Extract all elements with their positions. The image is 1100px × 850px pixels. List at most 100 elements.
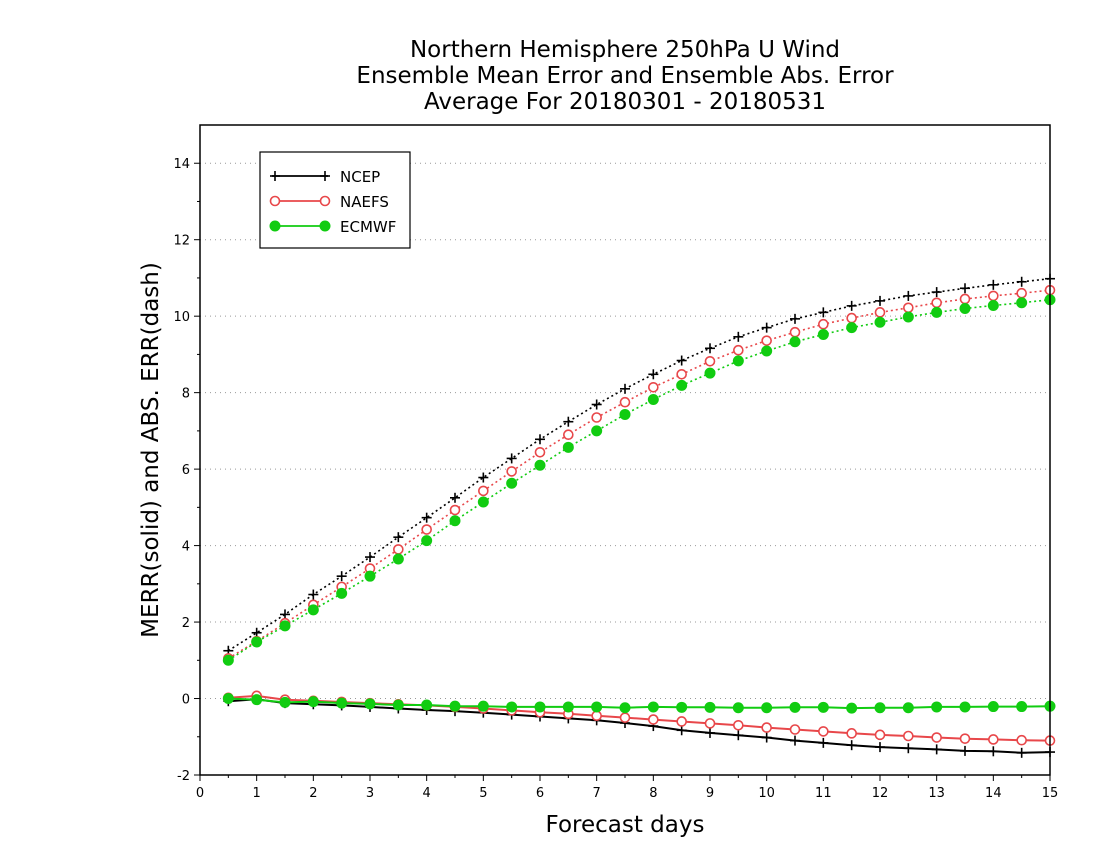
- series-ncep-abs-error-point: [818, 307, 829, 318]
- series-ecmwf-mean-error-point: [506, 701, 518, 713]
- x-tick-label: 7: [593, 786, 601, 801]
- series-ncep-abs-error-point: [988, 279, 999, 290]
- legend-marker-naefs: [319, 195, 331, 207]
- series-ecmwf-mean-error-point: [789, 701, 801, 713]
- x-tick-label: 0: [196, 786, 204, 801]
- x-tick-label: 12: [872, 786, 889, 801]
- series-ecmwf-mean-error-point: [817, 701, 829, 713]
- series-naefs: [223, 284, 1056, 746]
- series-ncep-abs-error-point: [676, 355, 687, 366]
- legend-marker-naefs: [269, 195, 281, 207]
- series-ecmwf-abs-error-point: [477, 496, 489, 508]
- y-tick-label: 0: [182, 693, 190, 708]
- series-ncep-abs-error-point: [790, 313, 800, 324]
- series-naefs-mean-error-point: [648, 714, 659, 725]
- series-naefs-abs-error-point: [874, 307, 886, 318]
- legend-box: [259, 151, 411, 249]
- series-ncep-abs-error-point: [336, 571, 347, 582]
- series-ncep-abs-error-point: [733, 331, 744, 342]
- series-ncep-abs-error-point: [308, 589, 319, 600]
- series-ncep-mean-error-point: [875, 742, 885, 753]
- y-tick-label: 6: [182, 463, 190, 478]
- series-naefs-abs-error-point: [733, 344, 744, 356]
- series-naefs-abs-error-point: [931, 297, 942, 309]
- series-ncep-abs-error-point: [931, 287, 942, 298]
- series-naefs-abs-error-line: [227, 289, 1051, 660]
- series-ecmwf-mean-error-point: [676, 701, 688, 713]
- series-ecmwf-abs-error-point: [846, 322, 858, 334]
- x-tick-label: 15: [1042, 786, 1059, 801]
- series-naefs-abs-error-point: [676, 368, 687, 380]
- series-ecmwf-mean-error-point: [222, 693, 234, 705]
- series-ncep-abs-error-point: [421, 512, 432, 523]
- series-ncep: [223, 273, 1055, 758]
- x-axis-ticks: 0 1 2 3 4 5 6 7 8 9 10 11 12 13 14 15: [196, 775, 1058, 801]
- series-naefs-mean-error-point: [874, 729, 886, 741]
- series-ecmwf-mean-error-point: [732, 702, 744, 714]
- x-tick-label: 9: [706, 786, 714, 801]
- series-ncep-mean-error-point: [818, 737, 829, 748]
- x-tick-label: 8: [649, 786, 657, 801]
- chart-title: Northern Hemisphere 250hPa U WindEnsembl…: [356, 37, 894, 115]
- series-naefs-mean-error-point: [903, 730, 914, 742]
- series-ecmwf-mean-error-point: [959, 701, 971, 713]
- series-ncep-mean-error-point: [988, 746, 999, 757]
- x-tick-label: 2: [309, 786, 317, 801]
- series-ecmwf-abs-error-point: [902, 311, 914, 323]
- series-ecmwf-mean-error-point: [874, 702, 886, 714]
- series-ecmwf-mean-error-point: [307, 696, 319, 708]
- series-ecmwf-abs-error-point: [336, 587, 348, 599]
- legend: NCEP NAEFS ECMWF: [259, 151, 411, 249]
- x-tick-label: 3: [366, 786, 374, 801]
- series-ncep-abs-error-line: [227, 277, 1051, 652]
- series-ecmwf-abs-error-point: [959, 303, 971, 315]
- series-naefs-mean-error-point: [591, 710, 602, 722]
- series-ncep-abs-error-point: [1016, 276, 1027, 287]
- series-ecmwf-abs-error-point: [676, 379, 688, 391]
- series-ecmwf-abs-error-point: [251, 636, 263, 648]
- legend-label-naefs: NAEFS: [340, 193, 389, 211]
- x-tick-label: 5: [479, 786, 487, 801]
- series-ncep-abs-error-point: [761, 322, 772, 333]
- series-ecmwf: [222, 294, 1056, 714]
- series-ecmwf-abs-error-point: [761, 345, 773, 357]
- series-ecmwf-abs-error-point: [874, 316, 886, 328]
- legend-item-ecmwf: ECMWF: [269, 218, 396, 236]
- series-naefs-mean-error-point: [619, 712, 631, 723]
- series-ncep-abs-error-point: [648, 369, 659, 380]
- y-axis-ticks: -2 0 2 4 6 8 10 12 14: [173, 157, 200, 784]
- x-tick-label: 4: [423, 786, 431, 801]
- series-group: [222, 273, 1056, 758]
- series-ecmwf-mean-error-point: [761, 702, 773, 714]
- series-ecmwf-mean-error-point: [704, 701, 716, 713]
- series-naefs-abs-error-point: [449, 504, 461, 516]
- series-ecmwf-abs-error-point: [647, 394, 659, 406]
- series-naefs-abs-error-point: [988, 290, 999, 302]
- series-ecmwf-mean-error-point: [987, 701, 999, 713]
- series-ncep-abs-error-point: [705, 343, 715, 354]
- series-ncep-mean-error-point: [761, 732, 772, 743]
- series-ecmwf-abs-error-point: [704, 367, 716, 379]
- series-ecmwf-abs-error-point: [364, 570, 376, 582]
- series-ecmwf-mean-error-point: [902, 702, 914, 714]
- series-ecmwf-mean-error-point: [931, 701, 943, 713]
- series-naefs-mean-error-point: [733, 719, 744, 731]
- series-ecmwf-mean-error-point: [647, 701, 659, 713]
- series-ncep-mean-error-point: [846, 740, 857, 751]
- series-ncep-abs-error-point: [620, 383, 630, 394]
- series-ncep-mean-error-point: [931, 744, 942, 755]
- plot-frame: [199, 124, 1051, 776]
- series-ecmwf-abs-error-point: [562, 441, 574, 453]
- series-ncep-abs-error-point: [846, 300, 857, 311]
- series-ncep-abs-error-point: [506, 453, 517, 464]
- series-ecmwf-abs-error-point: [449, 515, 461, 527]
- y-tick-label: 10: [173, 310, 190, 325]
- series-ecmwf-abs-error-point: [506, 477, 518, 489]
- series-ecmwf-mean-error-point: [251, 694, 263, 706]
- series-naefs-mean-error-point: [931, 732, 942, 743]
- y-tick-label: 4: [182, 540, 190, 555]
- title-line-1: Northern Hemisphere 250hPa U Wind: [410, 37, 840, 63]
- series-ecmwf-abs-error-point: [732, 355, 744, 367]
- series-ncep-mean-error-point: [705, 727, 715, 738]
